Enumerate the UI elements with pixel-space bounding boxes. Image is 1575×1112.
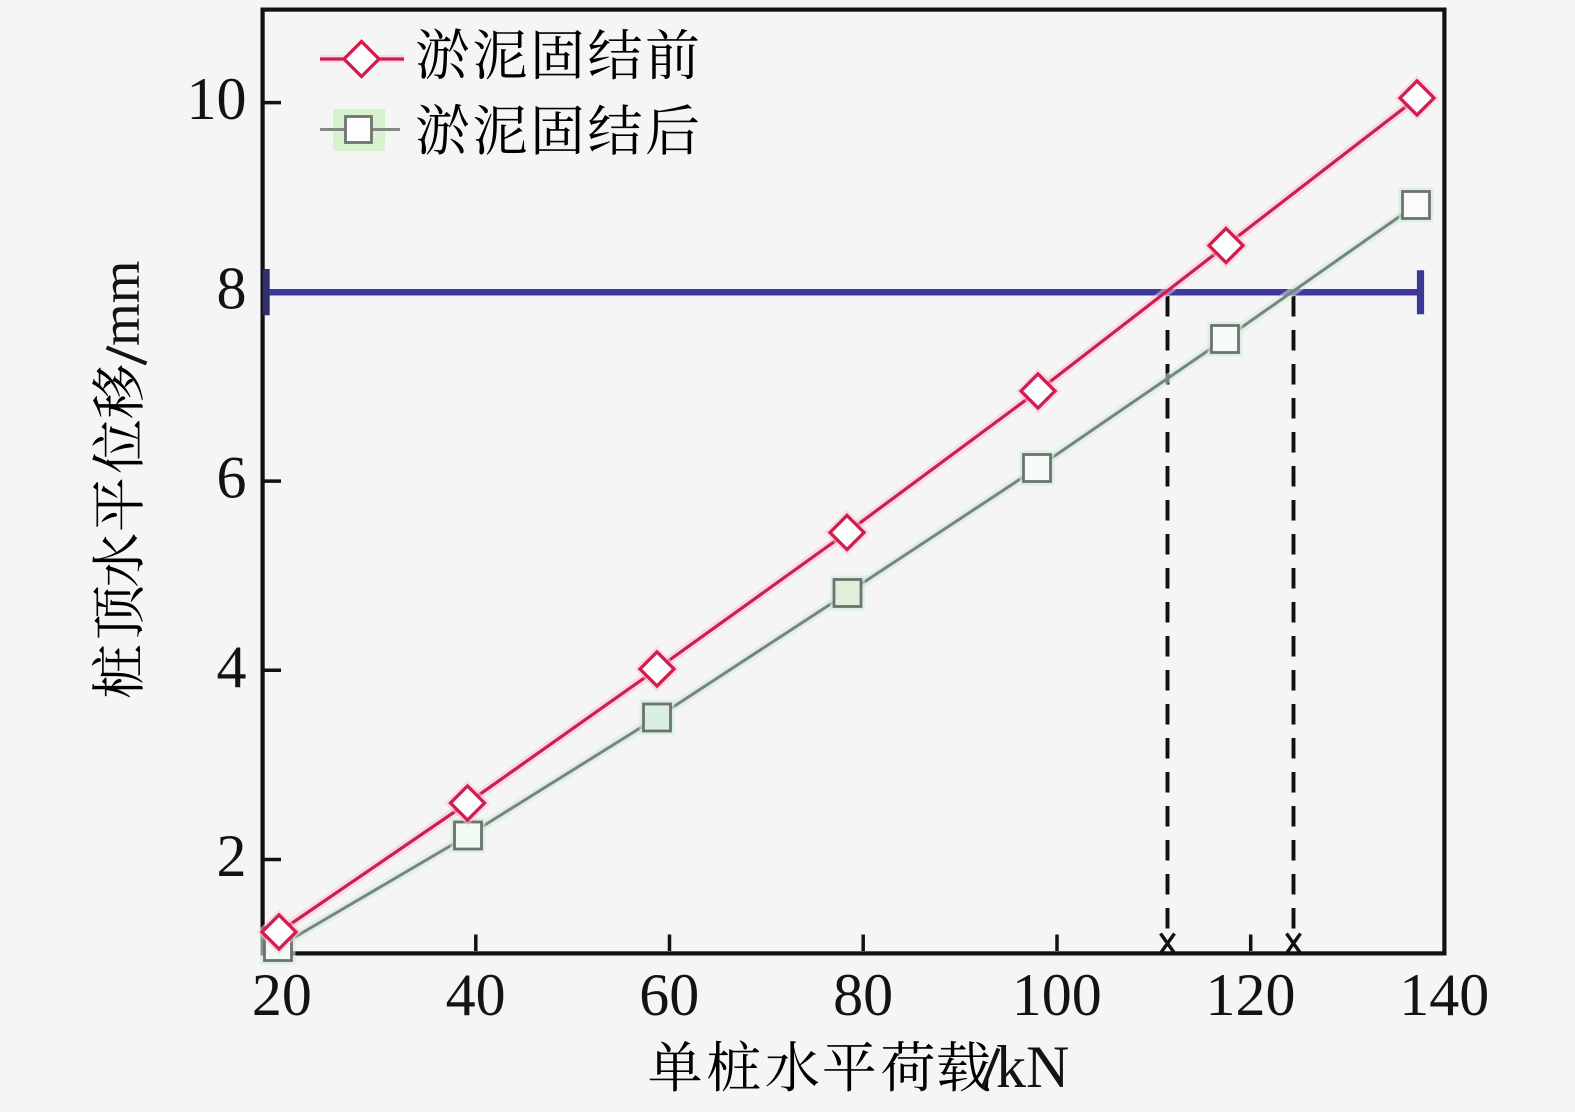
svg-text:100: 100 [1012, 962, 1102, 1028]
svg-text:140: 140 [1399, 962, 1489, 1028]
svg-text:4: 4 [217, 634, 247, 700]
svg-text:60: 60 [639, 962, 699, 1028]
svg-text:6: 6 [217, 445, 247, 511]
svg-text:20: 20 [252, 962, 312, 1028]
svg-text:8: 8 [217, 255, 247, 321]
svg-text:10: 10 [187, 66, 247, 132]
svg-text:mm: mm [89, 260, 150, 346]
svg-text:120: 120 [1206, 962, 1296, 1028]
svg-text:40: 40 [446, 962, 506, 1028]
svg-text:80: 80 [833, 962, 893, 1028]
svg-text:2: 2 [217, 823, 247, 889]
svg-text:kN: kN [996, 1034, 1069, 1100]
